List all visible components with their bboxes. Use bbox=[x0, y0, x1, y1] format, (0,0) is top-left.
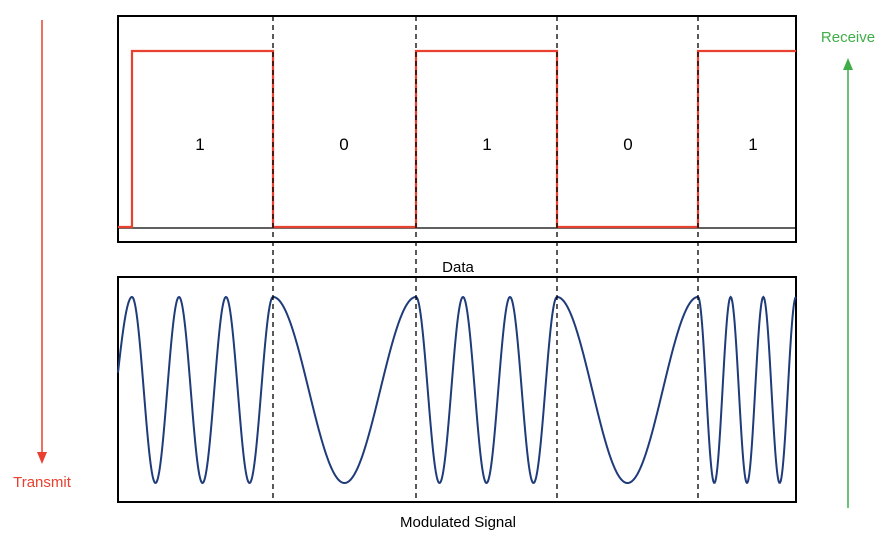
receive-arrow-head bbox=[843, 58, 853, 70]
transmit-label: Transmit bbox=[13, 474, 72, 491]
bit-label: 0 bbox=[339, 135, 348, 154]
modulated-signal-wave bbox=[117, 295, 797, 485]
bit-label: 0 bbox=[623, 135, 632, 154]
data-panel-frame bbox=[117, 15, 797, 243]
signal-panel-label: Modulated Signal bbox=[400, 514, 516, 531]
receive-arrow bbox=[843, 58, 853, 508]
bit-label: 1 bbox=[482, 135, 491, 154]
signal-panel-frame bbox=[117, 276, 797, 503]
data-square-wave bbox=[118, 49, 796, 229]
bit-boundaries bbox=[272, 16, 699, 502]
bit-label: 1 bbox=[195, 135, 204, 154]
transmit-arrow bbox=[37, 20, 47, 464]
receive-label: Receive bbox=[821, 29, 875, 46]
bit-labels: 1 0 1 0 1 bbox=[195, 135, 757, 154]
transmit-arrow-head bbox=[37, 452, 47, 464]
bit-label: 1 bbox=[748, 135, 757, 154]
data-panel-label: Data bbox=[442, 259, 474, 276]
